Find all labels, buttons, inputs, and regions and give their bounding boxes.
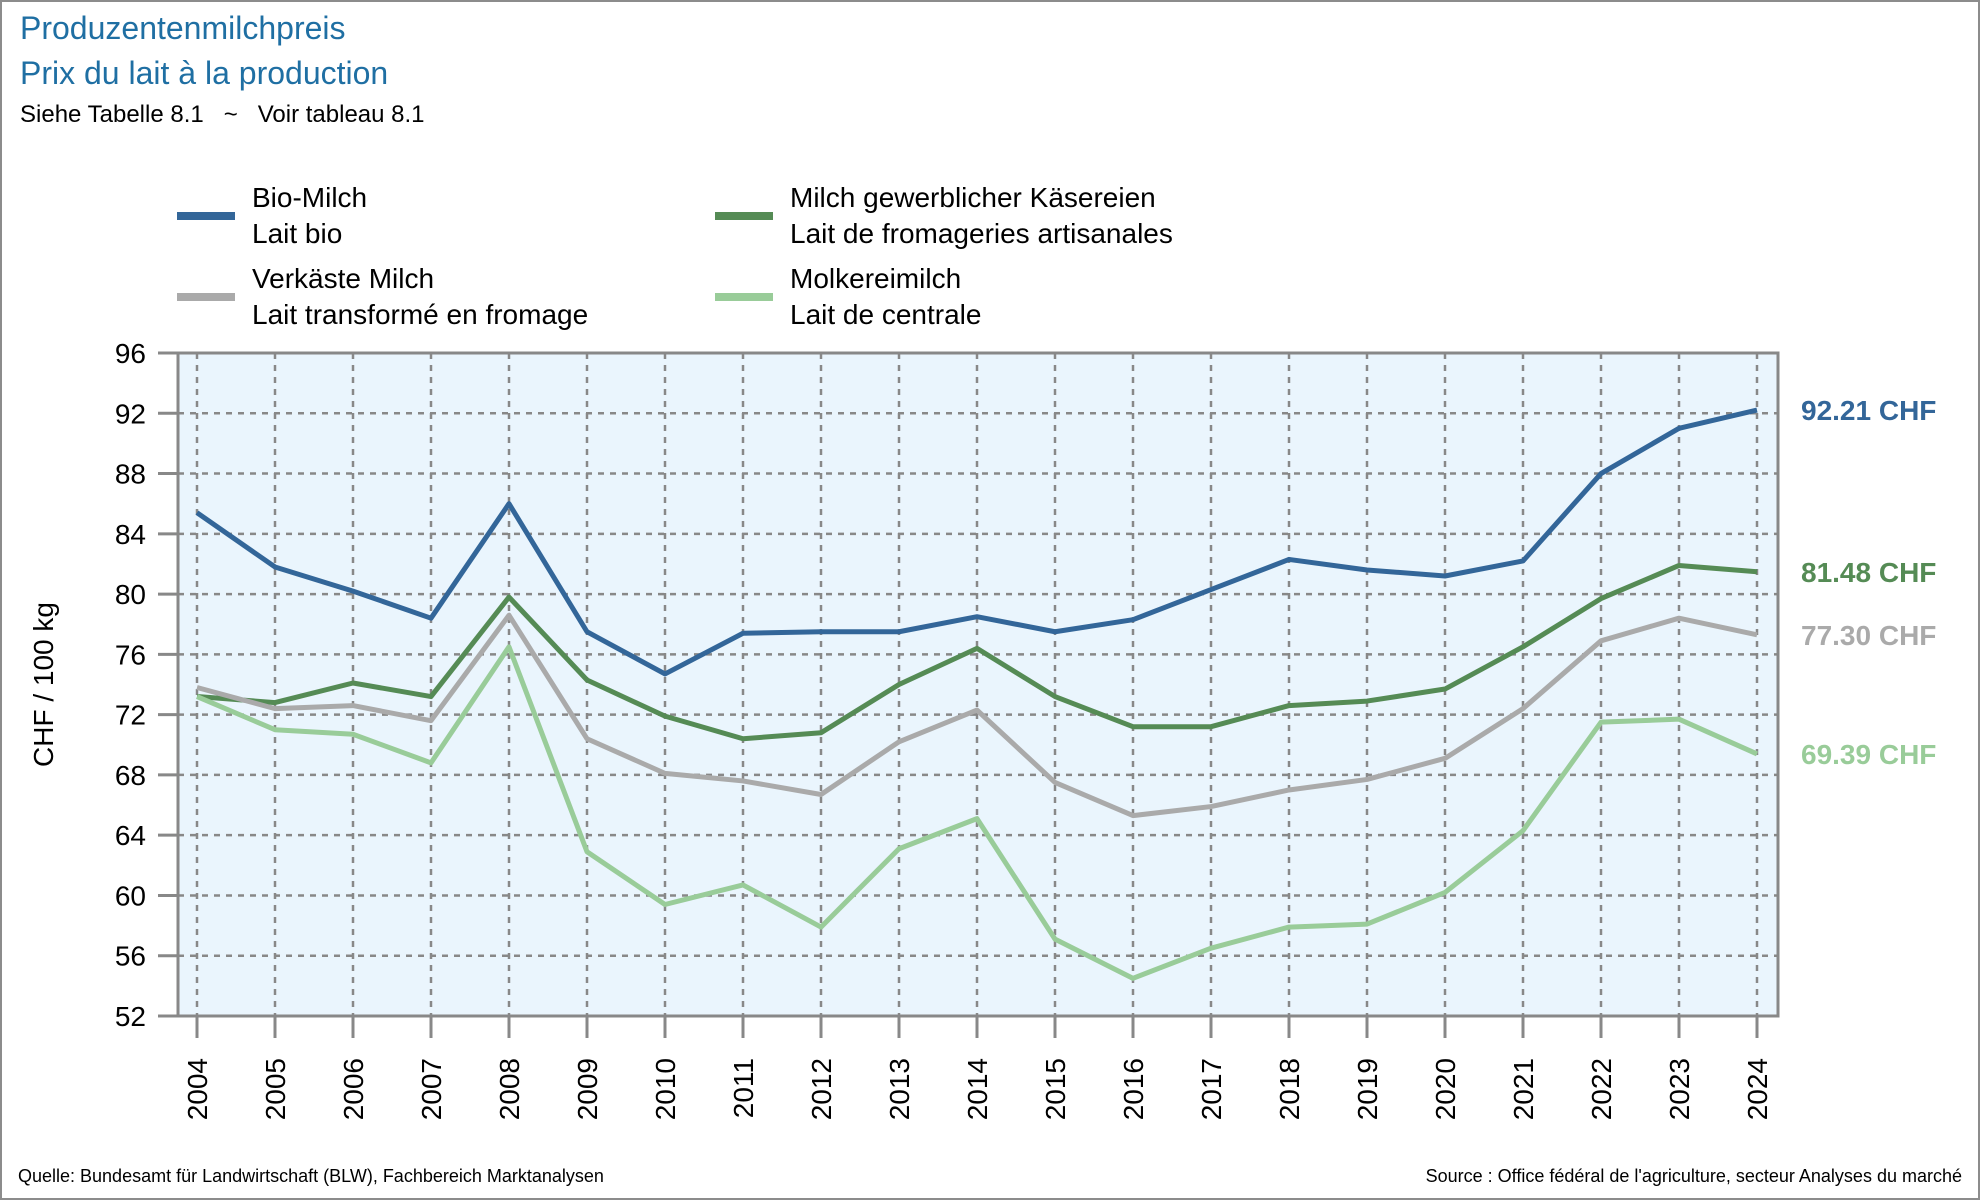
end-value-label: 81.48 CHF [1801,557,1936,588]
series-lines [195,407,1759,981]
x-tick-label: 2005 [260,1058,291,1120]
legend-label-fr: Lait de fromageries artisanales [790,218,1173,249]
legend-swatch [177,212,235,220]
legend-swatch [715,293,773,301]
source-de: Quelle: Bundesamt für Landwirtschaft (BL… [18,1166,604,1186]
y-tick-label: 76 [115,639,146,670]
series-line-0 [195,407,1758,677]
series-line-1 [196,562,1758,742]
legend-label-de: Verkäste Milch [252,263,435,294]
x-tick-label: 2004 [182,1058,213,1120]
legend-label-fr: Lait transformé en fromage [252,299,589,330]
x-tick-label: 2023 [1664,1058,1695,1120]
y-tick-label: 72 [115,700,146,731]
x-tick-label: 2008 [494,1058,525,1120]
x-tick-label: 2011 [728,1058,759,1118]
x-tick-label: 2010 [650,1058,681,1120]
legend-swatch [715,212,773,220]
legend-item-kaesereien: Milch gewerblicher Käsereien Lait de from… [715,180,1173,252]
y-tick-label: 92 [115,398,146,429]
end-labels: 92.21 CHF 81.48 CHF 77.30 CHF 69.39 CHF [1801,395,1936,770]
x-tick-label: 2007 [416,1058,447,1120]
y-tick-label: 56 [115,941,146,972]
x-tick-label: 2014 [962,1058,993,1120]
legend-swatch [177,293,235,301]
chart-title-fr: Prix du lait à la production [20,55,389,91]
y-tick-label: 84 [115,519,146,550]
x-tick-label: 2015 [1040,1058,1071,1120]
y-tick-label: 88 [115,459,146,490]
y-axis-label: CHF / 100 kg [28,602,59,767]
plot-border [176,351,1780,1018]
legend-label-fr: Lait de centrale [790,299,982,330]
series-line-3 [196,644,1759,981]
legend-label-fr: Lait bio [252,218,343,249]
y-tick-label: 52 [115,1001,146,1032]
x-tick-label: 2009 [572,1058,603,1120]
legend-label-de: Bio-Milch [252,182,368,213]
y-tick-label: 68 [115,760,146,791]
end-value-label: 92.21 CHF [1801,395,1936,426]
y-tick-label: 96 [115,338,146,369]
y-tick-label: 80 [115,579,146,610]
x-tick-label: 2017 [1196,1058,1227,1120]
x-tick-label: 2019 [1352,1058,1383,1120]
x-tick-label: 2013 [884,1058,915,1120]
chart-subtitle: Siehe Tabelle 8.1 ~ Voir tableau 8.1 [20,101,425,128]
source-fr: Source : Office fédéral de l'agriculture… [1425,1166,1962,1186]
x-tick-label: 2006 [338,1058,369,1120]
series-line-2 [196,612,1758,819]
legend-label-de: Milch gewerblicher Käsereien [790,182,1156,213]
x-tick-label: 2018 [1274,1058,1305,1120]
end-value-label: 77.30 CHF [1801,620,1936,651]
legend-item-molkerei: Molkereimilch Lait de centrale [715,261,981,333]
x-tick-label: 2016 [1118,1058,1149,1120]
legend-item-verkaeste: Verkäste Milch Lait transformé en fromage [177,261,588,333]
x-tick-label: 2012 [806,1058,837,1120]
legend-item-bio: Bio-Milch Lait bio [177,180,367,252]
x-tick-label: 2022 [1586,1058,1617,1120]
y-tick-label: 60 [115,880,146,911]
legend-label-de: Molkereimilch [790,263,962,294]
y-tick-label: 64 [115,820,146,851]
x-tick-label: 2020 [1430,1058,1461,1120]
x-tick-label: 2021 [1508,1058,1539,1120]
x-tick-label: 2024 [1742,1058,1773,1120]
axes: 52 56 60 64 68 72 76 80 84 88 92 96 2004 2005 2006 2007… [115,338,1780,1120]
chart-title-de: Produzentenmilchpreis [20,10,346,46]
end-value-label: 69.39 CHF [1801,739,1936,770]
